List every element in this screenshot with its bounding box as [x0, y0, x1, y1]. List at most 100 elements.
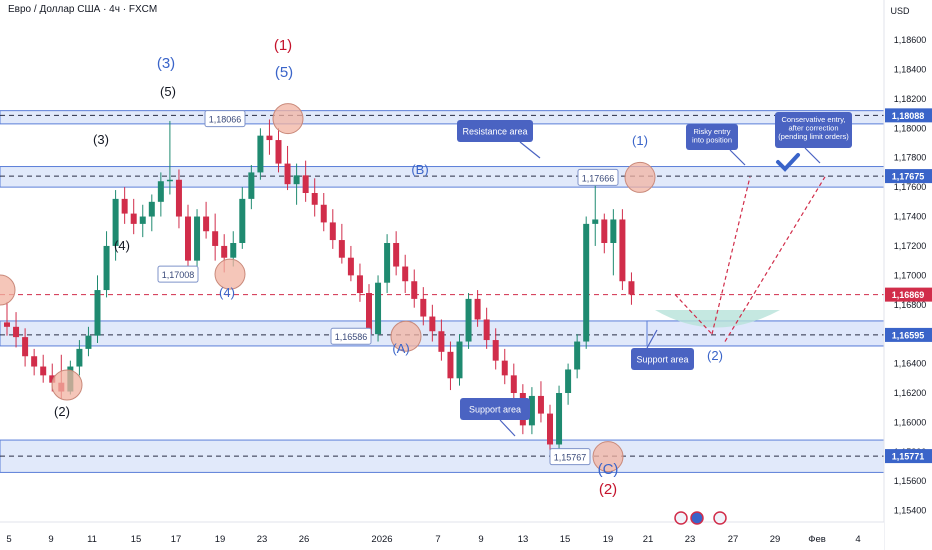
support-callout-mid-box [631, 348, 694, 370]
point-price-text: 1,15767 [554, 453, 587, 463]
wave-label: (A) [392, 341, 409, 356]
conservative-entry-callout-text: (pending limit orders) [778, 132, 849, 141]
candle-body [302, 175, 309, 194]
point-price-text: 1,17008 [162, 270, 195, 280]
resistance-callout-text: Resistance area [462, 127, 527, 137]
candle-body [610, 219, 617, 244]
price-tag-text: 1,16869 [892, 290, 925, 300]
candle-body [402, 266, 409, 282]
support-callout-mid-pointer [646, 329, 658, 349]
pivot-marker-2 [214, 258, 246, 290]
x-tick-label: 9 [478, 534, 483, 545]
candle-body [31, 356, 38, 367]
candle-body [293, 175, 300, 185]
point-price-box [157, 265, 199, 283]
point-price-label: 1,16586 [330, 327, 372, 345]
event-flag-icon[interactable] [690, 511, 704, 525]
y-tick-label: 1,17600 [894, 182, 927, 192]
x-tick-label: 5 [6, 534, 11, 545]
candle-body [311, 193, 318, 205]
candle-body [347, 257, 354, 276]
x-tick-label: 4 [855, 534, 860, 545]
candle-body [157, 181, 164, 202]
wave-label: (2) [707, 348, 723, 363]
candle-body [438, 331, 445, 352]
wave-label: (2) [54, 404, 70, 419]
x-tick-label: 19 [215, 534, 226, 545]
point-price-label: 1,17008 [157, 265, 199, 283]
x-tick-label: 23 [685, 534, 696, 545]
support-callout-low-pointer [499, 419, 516, 437]
candle-body [40, 366, 47, 376]
event-flag-icon[interactable] [674, 511, 688, 525]
risky-entry-callout-text: Risky entry [693, 127, 730, 136]
candle-body [203, 216, 210, 232]
y-tick-label: 1,16000 [894, 417, 927, 427]
candle-body [547, 413, 553, 445]
pivot-marker-3 [390, 320, 422, 352]
y-tick-label: 1,15600 [894, 476, 927, 486]
candle-body [474, 298, 481, 320]
pivot-marker-5 [51, 369, 83, 401]
projection-arrow-2 [724, 176, 826, 342]
y-tick-label: 1,16400 [894, 359, 927, 369]
resistance-callout-box [457, 120, 533, 142]
risky-entry-callout-pointer [729, 149, 746, 166]
symbol-title: Евро / Доллар США · 4ч · FXCM [8, 4, 158, 15]
candle-body [85, 335, 92, 349]
x-tick-label: 23 [257, 534, 268, 545]
candle-body [22, 337, 29, 357]
support-bowl [655, 310, 780, 328]
point-price-text: 1,17666 [582, 173, 615, 183]
price-tag-text: 1,15771 [892, 452, 925, 462]
candle-body [49, 375, 56, 383]
wave-label: (B) [411, 162, 428, 177]
point-price-label: 1,17666 [577, 168, 619, 186]
conservative-entry-callout-text: after correction [788, 124, 838, 133]
candle-body [212, 231, 219, 246]
candle-body [556, 393, 563, 445]
wave-label: (5) [160, 84, 176, 99]
candle-body [266, 135, 273, 141]
candle-body [574, 341, 581, 370]
y-tick-label: 1,17400 [894, 212, 927, 222]
wave-label: (2) [599, 481, 617, 498]
support-callout-low-box [460, 398, 530, 420]
y-tick-label: 1,18000 [894, 123, 927, 133]
candle-body [166, 179, 173, 182]
x-tick-label: 26 [299, 534, 310, 545]
candle-body [103, 245, 110, 291]
point-price-label: 1,15767 [549, 448, 591, 466]
currency-label: USD [890, 6, 910, 16]
candle-body [329, 222, 336, 241]
candle-body [4, 322, 10, 327]
x-tick-label: 13 [518, 534, 529, 545]
price-tag: 1,15771 [885, 449, 932, 464]
projection-arrow-1 [711, 176, 751, 335]
candle-body [221, 245, 228, 258]
candle-body [510, 375, 517, 394]
y-tick-label: 1,17000 [894, 270, 927, 280]
candle-body [139, 216, 146, 224]
y-tick-label: 1,18200 [894, 94, 927, 104]
price-tag-box [885, 169, 932, 184]
y-tick-label: 1,16800 [894, 300, 927, 310]
candle-body [528, 395, 535, 426]
candle-body [148, 201, 155, 217]
risky-entry-callout-text: into position [692, 136, 732, 145]
x-tick-label: 21 [643, 534, 654, 545]
price-tag: 1,16595 [885, 327, 932, 342]
candle-body [112, 198, 119, 246]
event-flag-icon[interactable] [713, 511, 727, 525]
price-tag-text: 1,16595 [892, 330, 925, 340]
wave-label: (1) [274, 37, 292, 54]
wave-label: (3) [157, 55, 175, 72]
candle-body [130, 213, 137, 224]
candle-body [257, 135, 264, 173]
wave-label: (3) [93, 132, 109, 147]
projection-arrow-0 [674, 294, 713, 335]
price-tag: 1,17675 [885, 169, 932, 184]
risky-entry-callout-box [686, 124, 738, 150]
